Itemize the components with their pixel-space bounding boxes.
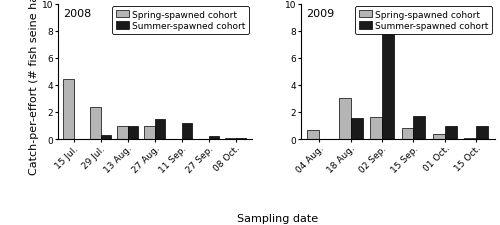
Bar	[100, 135, 111, 140]
Bar	[236, 138, 246, 140]
Bar	[226, 139, 235, 140]
Bar	[370, 118, 382, 140]
Text: 2009: 2009	[306, 9, 334, 18]
Bar	[128, 126, 138, 140]
Bar	[182, 123, 192, 140]
Bar	[339, 99, 350, 140]
Text: 2008: 2008	[64, 9, 92, 18]
Y-axis label: Catch-per-effort (# fish seine haul⁻¹): Catch-per-effort (# fish seine haul⁻¹)	[29, 0, 39, 174]
Bar	[414, 117, 426, 140]
Bar	[433, 135, 445, 140]
Bar	[308, 130, 320, 140]
Legend: Spring-spawned cohort, Summer-spawned cohort: Spring-spawned cohort, Summer-spawned co…	[356, 7, 492, 35]
Text: Sampling date: Sampling date	[237, 213, 318, 223]
Bar	[445, 126, 456, 140]
Bar	[154, 119, 165, 140]
Bar	[118, 126, 128, 140]
Bar	[64, 80, 74, 140]
Bar	[144, 126, 154, 140]
Bar	[382, 34, 394, 140]
Bar	[402, 128, 413, 140]
Bar	[350, 119, 362, 140]
Bar	[208, 137, 219, 139]
Bar	[90, 107, 101, 140]
Legend: Spring-spawned cohort, Summer-spawned cohort: Spring-spawned cohort, Summer-spawned co…	[112, 7, 249, 35]
Bar	[476, 126, 488, 140]
Bar	[464, 138, 476, 140]
